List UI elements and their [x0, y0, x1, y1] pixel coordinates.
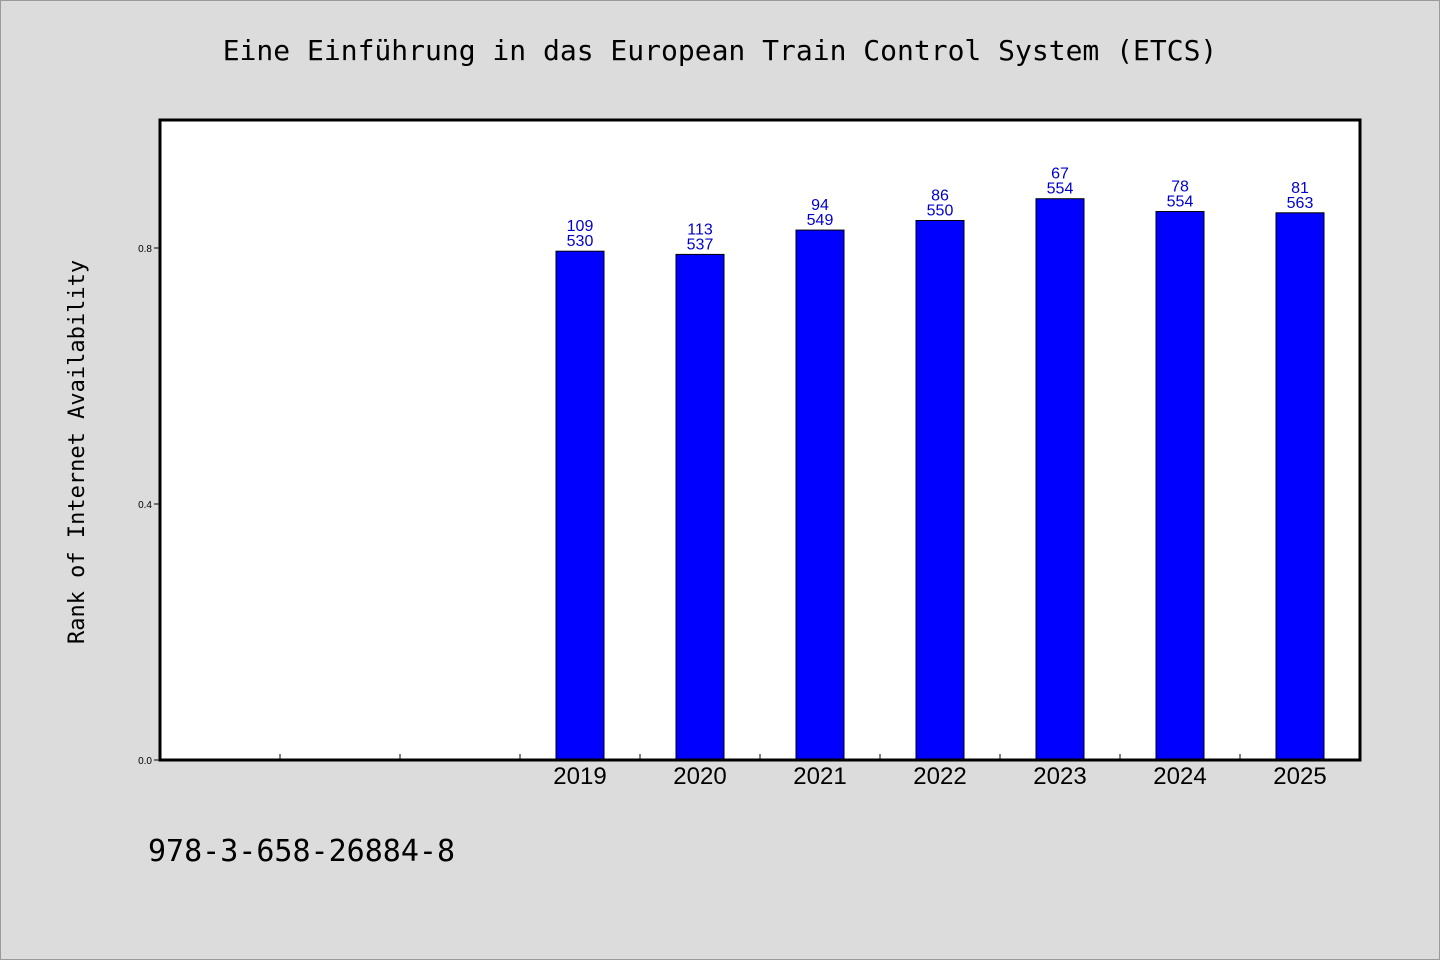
- x-tick-label: 2025: [1273, 763, 1326, 790]
- data-label-bottom: 549: [807, 212, 834, 229]
- x-tick-label: 2022: [913, 763, 966, 790]
- x-tick-label: 2024: [1153, 763, 1206, 790]
- plot-border: [158, 118, 1362, 762]
- data-label-bottom: 537: [687, 236, 714, 253]
- bar: [1155, 211, 1205, 761]
- bar: [1035, 198, 1085, 761]
- data-label-bottom: 554: [1047, 181, 1074, 198]
- bar: [1275, 212, 1325, 761]
- x-tick-label: 2023: [1033, 763, 1086, 790]
- bar: [795, 229, 845, 761]
- y-axis-label: Rank of Internet Availability: [65, 260, 90, 644]
- data-label-top: 78: [1171, 179, 1189, 196]
- data-label-bottom: 554: [1167, 194, 1194, 211]
- bar: [915, 219, 965, 761]
- data-label-top: 109: [567, 218, 594, 235]
- data-label-top: 94: [811, 197, 829, 214]
- data-label-bottom: 550: [927, 202, 954, 219]
- chart-title: Eine Einführung in das European Train Co…: [222, 34, 1218, 67]
- isbn-label: 978-3-658-26884-8: [148, 834, 456, 869]
- data-label-bottom: 563: [1287, 195, 1314, 212]
- x-tick-label: 2019: [553, 763, 606, 790]
- data-label-top: 86: [931, 187, 949, 204]
- x-tick-label: 2020: [673, 763, 726, 790]
- bar: [555, 250, 605, 761]
- data-label-top: 113: [687, 221, 713, 238]
- data-label-bottom: 530: [567, 233, 594, 250]
- data-label-top: 81: [1291, 180, 1309, 197]
- bar: [675, 253, 725, 761]
- data-label-top: 67: [1051, 166, 1069, 183]
- y-tick-label: 0.0: [138, 756, 152, 767]
- y-tick-label: 0.8: [138, 244, 152, 255]
- y-tick-label: 0.4: [138, 500, 152, 511]
- x-tick-label: 2021: [793, 763, 846, 790]
